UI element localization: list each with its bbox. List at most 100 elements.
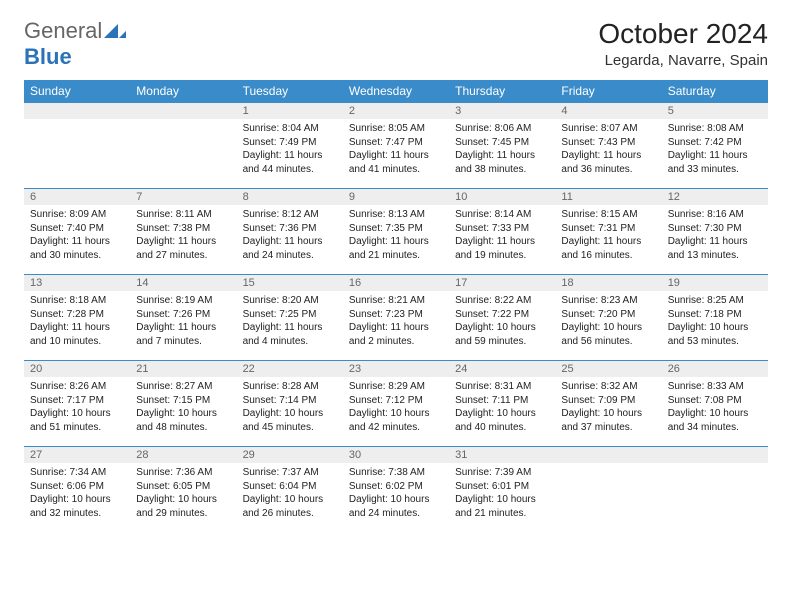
sunset-text: Sunset: 6:04 PM <box>243 480 337 494</box>
day-details: Sunrise: 8:25 AMSunset: 7:18 PMDaylight:… <box>662 291 768 352</box>
day-number: 12 <box>662 188 768 205</box>
calendar-cell <box>555 446 661 532</box>
day-number: 29 <box>237 446 343 463</box>
day-details: Sunrise: 8:29 AMSunset: 7:12 PMDaylight:… <box>343 377 449 438</box>
day-number: 4 <box>555 102 661 119</box>
sunrise-text: Sunrise: 7:39 AM <box>455 466 549 480</box>
day-number: 24 <box>449 360 555 377</box>
sunset-text: Sunset: 6:02 PM <box>349 480 443 494</box>
daylight-text: Daylight: 11 hours and 27 minutes. <box>136 235 230 262</box>
sunrise-text: Sunrise: 8:16 AM <box>668 208 762 222</box>
calendar-cell: 30Sunrise: 7:38 AMSunset: 6:02 PMDayligh… <box>343 446 449 532</box>
sunset-text: Sunset: 7:08 PM <box>668 394 762 408</box>
day-details: Sunrise: 8:08 AMSunset: 7:42 PMDaylight:… <box>662 119 768 180</box>
calendar-cell: 4Sunrise: 8:07 AMSunset: 7:43 PMDaylight… <box>555 102 661 188</box>
sunset-text: Sunset: 7:20 PM <box>561 308 655 322</box>
sunrise-text: Sunrise: 8:09 AM <box>30 208 124 222</box>
day-header: Friday <box>555 80 661 102</box>
daylight-text: Daylight: 11 hours and 33 minutes. <box>668 149 762 176</box>
day-details: Sunrise: 8:28 AMSunset: 7:14 PMDaylight:… <box>237 377 343 438</box>
sunset-text: Sunset: 7:49 PM <box>243 136 337 150</box>
daylight-text: Daylight: 11 hours and 36 minutes. <box>561 149 655 176</box>
sunrise-text: Sunrise: 8:20 AM <box>243 294 337 308</box>
logo-word-general: General <box>24 18 102 43</box>
daylight-text: Daylight: 10 hours and 29 minutes. <box>136 493 230 520</box>
sunset-text: Sunset: 7:42 PM <box>668 136 762 150</box>
title-block: October 2024 Legarda, Navarre, Spain <box>598 18 768 69</box>
logo-sail-icon <box>104 18 126 44</box>
sunset-text: Sunset: 7:36 PM <box>243 222 337 236</box>
sunrise-text: Sunrise: 8:21 AM <box>349 294 443 308</box>
calendar-cell: 8Sunrise: 8:12 AMSunset: 7:36 PMDaylight… <box>237 188 343 274</box>
calendar-cell: 26Sunrise: 8:33 AMSunset: 7:08 PMDayligh… <box>662 360 768 446</box>
daylight-text: Daylight: 10 hours and 59 minutes. <box>455 321 549 348</box>
daylight-text: Daylight: 11 hours and 38 minutes. <box>455 149 549 176</box>
sunrise-text: Sunrise: 8:13 AM <box>349 208 443 222</box>
day-number <box>130 102 236 119</box>
sunrise-text: Sunrise: 8:29 AM <box>349 380 443 394</box>
day-number: 14 <box>130 274 236 291</box>
day-number: 11 <box>555 188 661 205</box>
calendar-row: 27Sunrise: 7:34 AMSunset: 6:06 PMDayligh… <box>24 446 768 532</box>
calendar-cell <box>24 102 130 188</box>
day-header: Sunday <box>24 80 130 102</box>
sunrise-text: Sunrise: 8:27 AM <box>136 380 230 394</box>
sunrise-text: Sunrise: 8:22 AM <box>455 294 549 308</box>
day-number: 26 <box>662 360 768 377</box>
calendar-cell: 10Sunrise: 8:14 AMSunset: 7:33 PMDayligh… <box>449 188 555 274</box>
calendar-cell: 27Sunrise: 7:34 AMSunset: 6:06 PMDayligh… <box>24 446 130 532</box>
day-details: Sunrise: 8:04 AMSunset: 7:49 PMDaylight:… <box>237 119 343 180</box>
sunrise-text: Sunrise: 8:23 AM <box>561 294 655 308</box>
sunrise-text: Sunrise: 8:06 AM <box>455 122 549 136</box>
day-number: 20 <box>24 360 130 377</box>
sunrise-text: Sunrise: 7:37 AM <box>243 466 337 480</box>
day-details: Sunrise: 8:06 AMSunset: 7:45 PMDaylight:… <box>449 119 555 180</box>
day-number: 1 <box>237 102 343 119</box>
sunrise-text: Sunrise: 8:25 AM <box>668 294 762 308</box>
day-number: 18 <box>555 274 661 291</box>
day-header: Monday <box>130 80 236 102</box>
day-details: Sunrise: 7:37 AMSunset: 6:04 PMDaylight:… <box>237 463 343 524</box>
calendar-row: 6Sunrise: 8:09 AMSunset: 7:40 PMDaylight… <box>24 188 768 274</box>
calendar-cell: 12Sunrise: 8:16 AMSunset: 7:30 PMDayligh… <box>662 188 768 274</box>
daylight-text: Daylight: 11 hours and 24 minutes. <box>243 235 337 262</box>
calendar-cell: 18Sunrise: 8:23 AMSunset: 7:20 PMDayligh… <box>555 274 661 360</box>
daylight-text: Daylight: 10 hours and 21 minutes. <box>455 493 549 520</box>
month-title: October 2024 <box>598 18 768 50</box>
sunrise-text: Sunrise: 8:15 AM <box>561 208 655 222</box>
calendar-cell: 7Sunrise: 8:11 AMSunset: 7:38 PMDaylight… <box>130 188 236 274</box>
calendar-cell: 28Sunrise: 7:36 AMSunset: 6:05 PMDayligh… <box>130 446 236 532</box>
day-details: Sunrise: 8:12 AMSunset: 7:36 PMDaylight:… <box>237 205 343 266</box>
day-number: 15 <box>237 274 343 291</box>
daylight-text: Daylight: 10 hours and 37 minutes. <box>561 407 655 434</box>
logo-text: GeneralBlue <box>24 18 126 70</box>
day-details: Sunrise: 8:05 AMSunset: 7:47 PMDaylight:… <box>343 119 449 180</box>
calendar-cell: 31Sunrise: 7:39 AMSunset: 6:01 PMDayligh… <box>449 446 555 532</box>
day-number: 27 <box>24 446 130 463</box>
day-number: 5 <box>662 102 768 119</box>
calendar-cell: 11Sunrise: 8:15 AMSunset: 7:31 PMDayligh… <box>555 188 661 274</box>
day-details: Sunrise: 8:22 AMSunset: 7:22 PMDaylight:… <box>449 291 555 352</box>
day-details: Sunrise: 8:14 AMSunset: 7:33 PMDaylight:… <box>449 205 555 266</box>
sunrise-text: Sunrise: 7:38 AM <box>349 466 443 480</box>
calendar-row: 13Sunrise: 8:18 AMSunset: 7:28 PMDayligh… <box>24 274 768 360</box>
daylight-text: Daylight: 10 hours and 24 minutes. <box>349 493 443 520</box>
sunrise-text: Sunrise: 8:05 AM <box>349 122 443 136</box>
logo: GeneralBlue <box>24 18 126 70</box>
sunset-text: Sunset: 7:38 PM <box>136 222 230 236</box>
calendar-cell: 14Sunrise: 8:19 AMSunset: 7:26 PMDayligh… <box>130 274 236 360</box>
sunset-text: Sunset: 7:11 PM <box>455 394 549 408</box>
daylight-text: Daylight: 10 hours and 48 minutes. <box>136 407 230 434</box>
day-details: Sunrise: 7:34 AMSunset: 6:06 PMDaylight:… <box>24 463 130 524</box>
day-number: 31 <box>449 446 555 463</box>
calendar-table: Sunday Monday Tuesday Wednesday Thursday… <box>24 80 768 532</box>
sunset-text: Sunset: 6:05 PM <box>136 480 230 494</box>
header: GeneralBlue October 2024 Legarda, Navarr… <box>24 18 768 70</box>
day-number: 13 <box>24 274 130 291</box>
calendar-cell <box>130 102 236 188</box>
day-number: 25 <box>555 360 661 377</box>
sunset-text: Sunset: 7:28 PM <box>30 308 124 322</box>
day-number: 2 <box>343 102 449 119</box>
sunset-text: Sunset: 6:06 PM <box>30 480 124 494</box>
calendar-cell: 25Sunrise: 8:32 AMSunset: 7:09 PMDayligh… <box>555 360 661 446</box>
